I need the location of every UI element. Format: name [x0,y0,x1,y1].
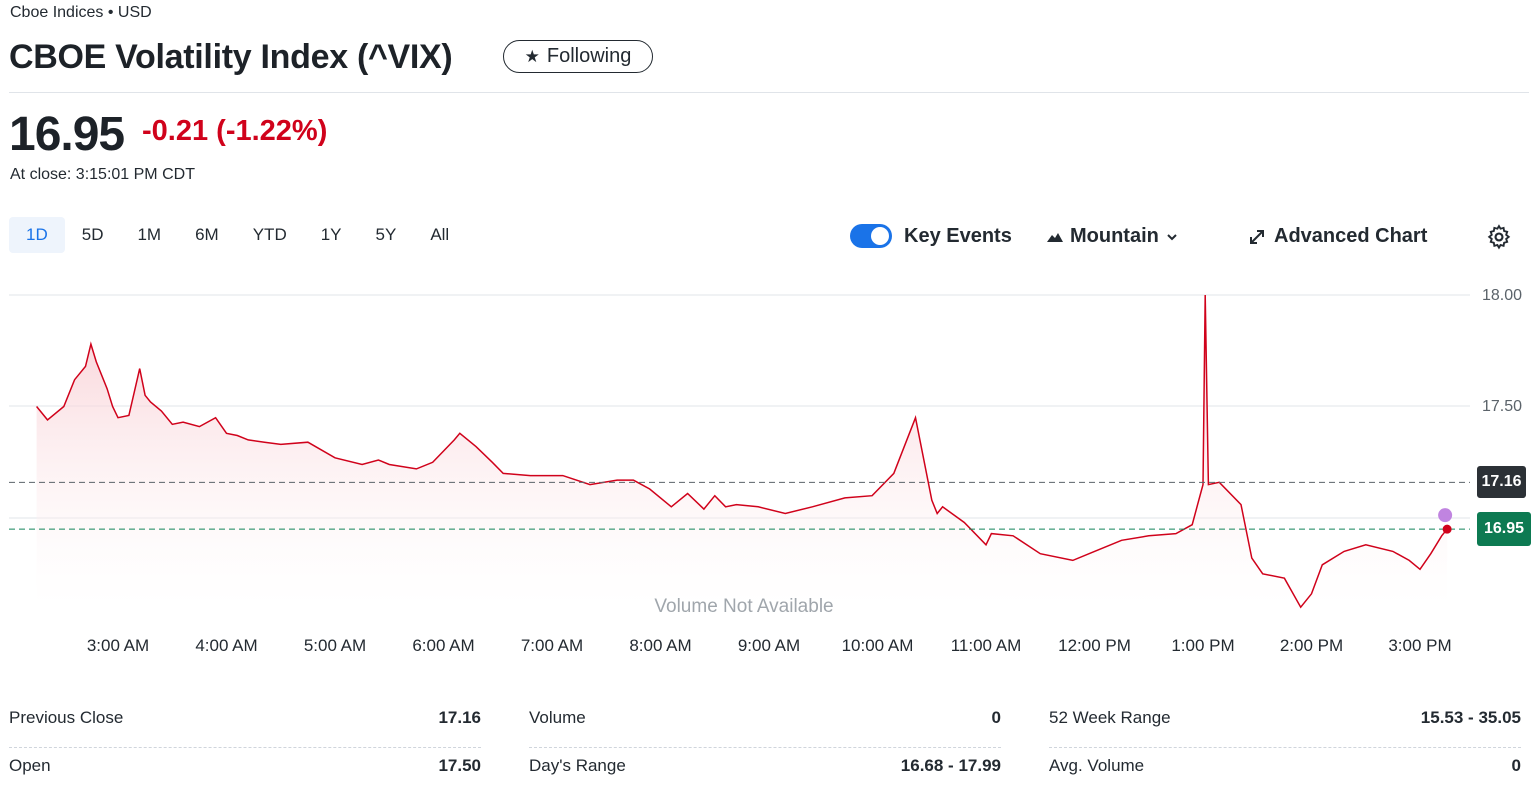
stat-label: 52 Week Range [1049,708,1171,727]
stats-col-1: Previous Close 17.16 Open 17.50 [9,700,481,796]
mountain-icon [1047,232,1063,242]
stat-row: Open 17.50 [9,748,481,796]
chevron-down-icon [1167,233,1177,240]
stat-row: Day's Range 16.68 - 17.99 [529,748,1001,796]
key-event-marker[interactable] [1438,508,1453,523]
range-tab-1d[interactable]: 1D [9,217,65,253]
stat-label: Open [9,756,51,775]
range-tab-all[interactable]: All [430,225,450,244]
last-price-dot [1442,524,1452,534]
x-tick-label: 7:00 AM [521,636,583,655]
x-tick-label: 9:00 AM [738,636,800,655]
x-tick-label: 12:00 PM [1058,636,1131,655]
range-tab-1y[interactable]: 1Y [320,225,342,244]
range-tab-1m[interactable]: 1M [137,225,162,244]
page-title: CBOE Volatility Index (^VIX) [9,38,453,76]
price-area [36,295,1448,608]
stat-row: Previous Close 17.16 [9,700,481,748]
advanced-chart-button[interactable]: Advanced Chart [1248,225,1427,248]
x-tick-label: 3:00 PM [1388,636,1451,655]
range-tabs: 1D 5D 1M 6M YTD 1Y 5Y All [9,217,466,253]
chart-type-label: Mountain [1070,225,1159,247]
price-chart[interactable]: 18.00 17.50 Volume Not Available 3:00 AM… [0,280,1531,670]
stat-label: Volume [529,708,586,727]
x-tick-label: 11:00 AM [951,636,1022,655]
stat-value: 16.68 - 17.99 [900,756,1001,775]
x-tick-label: 8:00 AM [629,636,691,655]
y-tick-0: 18.00 [1482,287,1522,304]
x-tick-label: 10:00 AM [842,636,914,655]
x-tick-label: 1:00 PM [1171,636,1234,655]
star-icon: ★ [524,46,540,66]
stat-row: Avg. Volume 0 [1049,748,1521,796]
stat-value: 17.16 [438,708,481,727]
previous-close-badge: 17.16 [1477,466,1526,499]
range-tab-5d[interactable]: 5D [81,225,104,244]
advanced-chart-label: Advanced Chart [1274,225,1428,247]
exchange-label: Cboe Indices • USD [10,4,152,21]
stat-label: Avg. Volume [1049,756,1145,775]
header-divider [9,92,1529,93]
follow-button[interactable]: ★ Following [503,40,653,73]
follow-label: Following [546,45,632,67]
stat-value: 17.50 [438,756,481,775]
gear-icon[interactable] [1486,224,1512,250]
range-tab-5y[interactable]: 5Y [375,225,397,244]
stat-label: Day's Range [529,756,626,775]
stat-value: 15.53 - 35.05 [1420,708,1521,727]
volume-note: Volume Not Available [654,596,833,617]
close-time: At close: 3:15:01 PM CDT [10,166,195,183]
x-tick-label: 2:00 PM [1280,636,1343,655]
expand-icon [1250,229,1264,244]
range-tab-ytd[interactable]: YTD [252,225,287,244]
stat-value: 0 [991,708,1001,727]
stat-value: 0 [1511,756,1521,775]
key-events-toggle[interactable] [850,224,892,248]
last-price-badge: 16.95 [1477,512,1531,547]
stat-row: 52 Week Range 15.53 - 35.05 [1049,700,1521,748]
price-change: -0.21 (-1.22%) [142,115,328,147]
x-tick-label: 5:00 AM [304,636,366,655]
key-events-label[interactable]: Key Events [904,225,1012,247]
stat-label: Previous Close [9,708,124,727]
y-tick-1: 17.50 [1482,398,1522,415]
x-tick-label: 4:00 AM [195,636,257,655]
range-tab-6m[interactable]: 6M [195,225,219,244]
price-value: 16.95 [9,108,125,161]
x-tick-label: 6:00 AM [412,636,474,655]
x-axis: 3:00 AM 4:00 AM 5:00 AM 6:00 AM 7:00 AM 8:00 … [87,636,1452,655]
chart-type-dropdown[interactable]: Mountain [1046,225,1179,248]
stats-table: Previous Close 17.16 Open 17.50 Volume 0 Da… [9,700,1521,782]
stats-col-3: 52 Week Range 15.53 - 35.05 Avg. Volume 0 [1049,700,1521,796]
stats-col-2: Volume 0 Day's Range 16.68 - 17.99 [529,700,1001,796]
price-line [36,294,1448,609]
x-tick-label: 3:00 AM [87,636,149,655]
toggle-knob [871,227,889,245]
stat-row: Volume 0 [529,700,1001,748]
